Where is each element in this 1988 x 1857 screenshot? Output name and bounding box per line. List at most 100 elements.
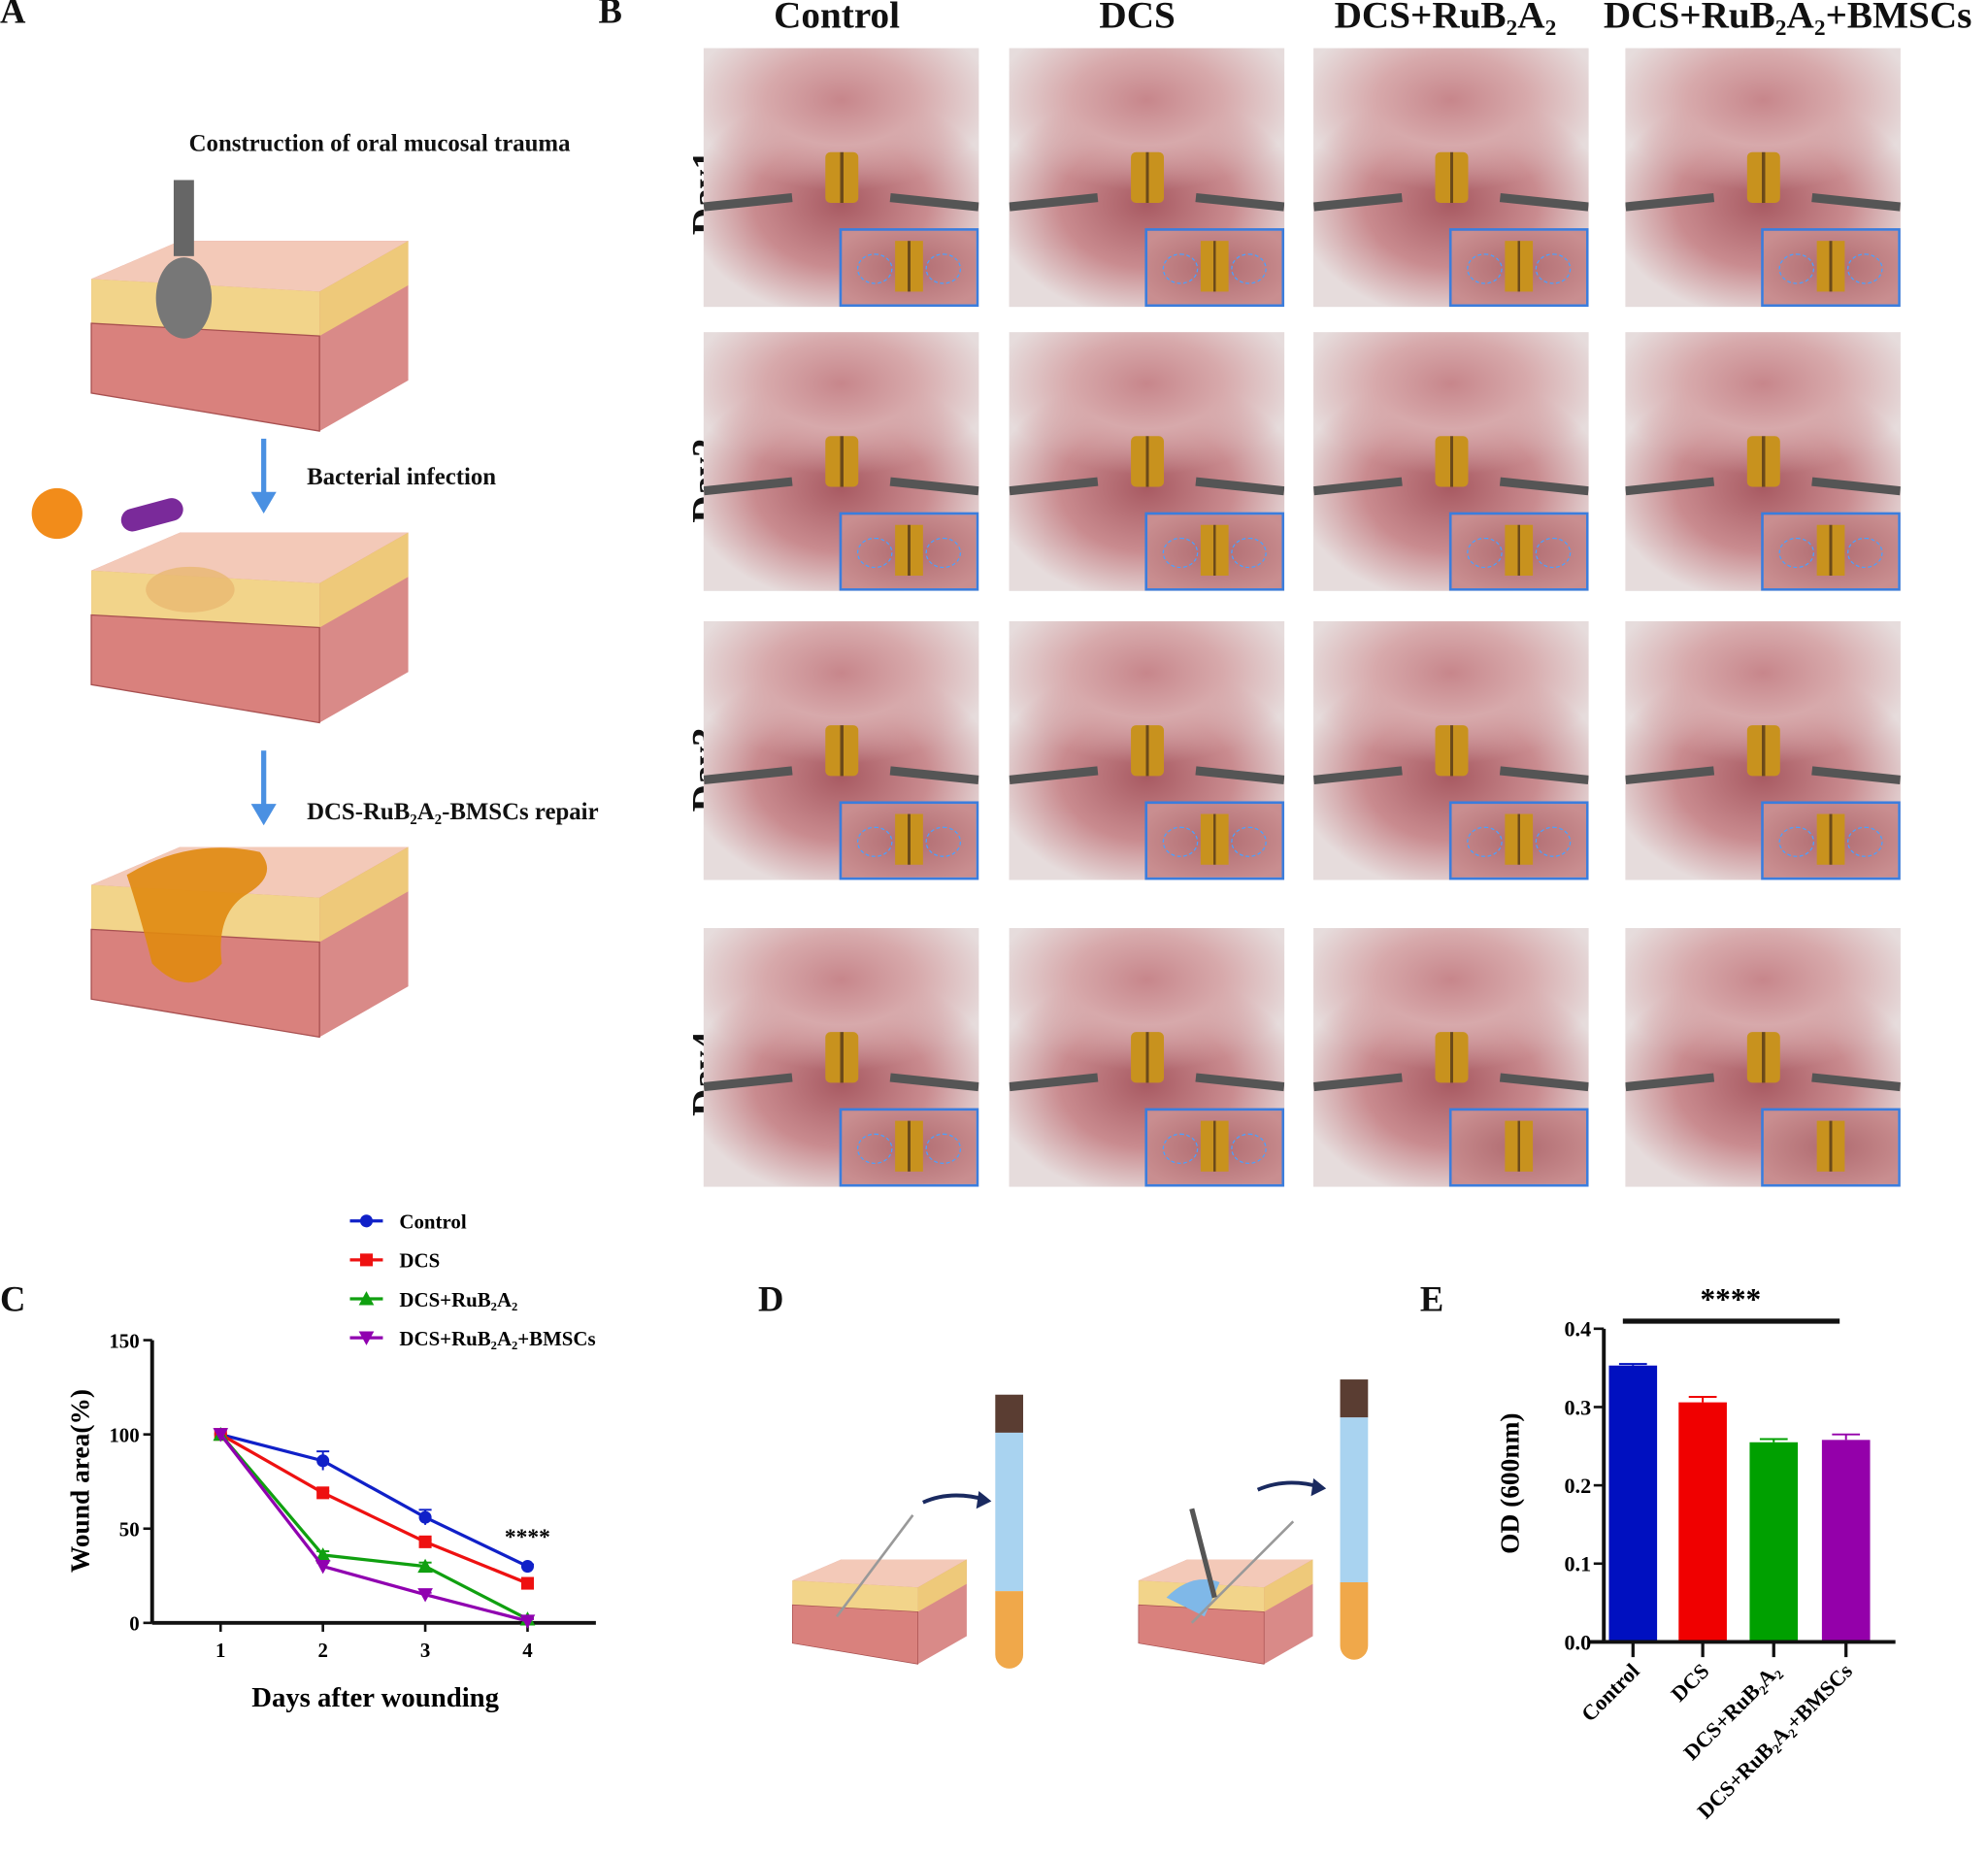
- arrow-down-icon: [250, 491, 277, 514]
- significance-stars: ****: [1701, 1282, 1762, 1316]
- significance-stars: ****: [505, 1525, 550, 1550]
- legend-label: DCS: [399, 1249, 440, 1273]
- schematic-d: [791, 1379, 1369, 1669]
- y-tick-label: 50: [119, 1518, 140, 1542]
- incisors: [1434, 724, 1468, 776]
- x-tick-label: 4: [522, 1639, 533, 1662]
- incisors: [1130, 1031, 1164, 1082]
- arrow-down-icon: [250, 804, 277, 826]
- y-tick-label: 0.4: [1564, 1317, 1591, 1342]
- step-repair-label: DCS-RuB₂A₂-BMSCs repair: [307, 798, 599, 826]
- wound-photo: [1625, 620, 1901, 880]
- y-tick-label: 0.2: [1564, 1474, 1591, 1498]
- arrow-right-icon: [976, 1490, 992, 1509]
- step-infection-label: Bacterial infection: [307, 464, 497, 491]
- wound-photo: [703, 620, 979, 880]
- y-tick-label: 0: [129, 1612, 139, 1636]
- incisors: [1746, 1031, 1780, 1082]
- incisors: [1130, 435, 1164, 487]
- arrow-right-icon: [1310, 1477, 1327, 1497]
- y-axis-label: Wound area(%): [65, 1389, 94, 1573]
- wound-photo: [703, 48, 979, 308]
- bar: [1749, 1442, 1799, 1642]
- zoom-inset: [1761, 801, 1901, 880]
- zoom-inset: [839, 801, 979, 880]
- series-0: [214, 1428, 535, 1574]
- wound-photo: [1625, 928, 1901, 1187]
- data-point: [315, 1560, 331, 1575]
- series-3: [213, 1428, 536, 1629]
- panel-label-e: E: [1419, 1280, 1444, 1320]
- wound-photo: [1313, 928, 1589, 1187]
- zoom-inset: [1761, 228, 1901, 308]
- wound-photo: [1009, 332, 1285, 591]
- series-line: [219, 1433, 529, 1569]
- series-line: [218, 1433, 528, 1623]
- incisors: [824, 724, 858, 776]
- incisors: [1130, 724, 1164, 776]
- series-line: [219, 1433, 529, 1621]
- incisors: [824, 1031, 858, 1082]
- y-tick-label: 100: [109, 1423, 139, 1446]
- series-1: [214, 1428, 535, 1590]
- legend-marker: [359, 1214, 373, 1228]
- data-point: [520, 1560, 535, 1574]
- step-trauma-label: Construction of oral mucosal trauma: [188, 130, 571, 157]
- zoom-inset: [1448, 228, 1589, 308]
- zoom-inset: [1761, 512, 1901, 591]
- bar: [1821, 1440, 1871, 1642]
- zoom-inset: [1144, 801, 1285, 880]
- legend-label: DCS+RuB₂A₂+BMSCs: [399, 1327, 595, 1350]
- zoom-inset: [1144, 228, 1285, 308]
- incisors: [1434, 151, 1468, 203]
- scalpel-icon: [173, 180, 194, 256]
- zoom-inset: [839, 512, 979, 591]
- bar: [1608, 1365, 1658, 1642]
- data-point: [417, 1588, 433, 1603]
- data-point: [315, 1547, 331, 1562]
- legend-marker: [358, 1291, 375, 1306]
- data-point: [213, 1428, 229, 1442]
- panel-label-c: C: [0, 1280, 26, 1320]
- panel-label-a: A: [0, 0, 26, 32]
- data-point: [418, 1535, 432, 1548]
- series-line: [219, 1433, 529, 1585]
- schematic-a: [31, 180, 410, 1039]
- incisors: [1130, 151, 1164, 203]
- x-tick-label: 3: [420, 1639, 430, 1662]
- wound-photo: [1313, 48, 1589, 308]
- data-point: [417, 1558, 433, 1574]
- data-point: [316, 1486, 330, 1500]
- virus-icon: [31, 487, 83, 540]
- tweezer-icon: [1189, 1508, 1217, 1599]
- panel-label-b: B: [598, 0, 622, 32]
- incisors: [1746, 435, 1780, 487]
- legend-label: Control: [399, 1210, 466, 1234]
- incisors: [1746, 151, 1780, 203]
- wound-photo: [1313, 620, 1589, 880]
- zoom-inset: [839, 1108, 979, 1187]
- zoom-inset: [1144, 512, 1285, 591]
- wound-photo: [1625, 48, 1901, 308]
- y-tick-label: 0.3: [1564, 1395, 1591, 1419]
- data-point: [520, 1576, 535, 1590]
- zoom-inset: [1448, 512, 1589, 591]
- y-tick-label: 150: [109, 1329, 139, 1352]
- bar: [1678, 1402, 1727, 1642]
- x-axis-label: Days after wounding: [251, 1682, 499, 1713]
- zoom-inset: [1448, 801, 1589, 880]
- x-tick-label: 1: [215, 1639, 225, 1662]
- incisors: [1434, 1031, 1468, 1082]
- swab-icon: [1190, 1520, 1295, 1624]
- bacterium-icon: [120, 498, 183, 532]
- zoom-inset: [839, 228, 979, 308]
- wound-photo: [703, 332, 979, 591]
- zoom-inset: [1448, 1108, 1589, 1187]
- test-tube-icon: [1340, 1379, 1369, 1660]
- column-header: DCS+RuB₂A₂+BMSCs: [1603, 0, 1972, 37]
- swab-icon: [835, 1514, 914, 1618]
- wound-photo: [1625, 332, 1901, 591]
- incisors: [824, 435, 858, 487]
